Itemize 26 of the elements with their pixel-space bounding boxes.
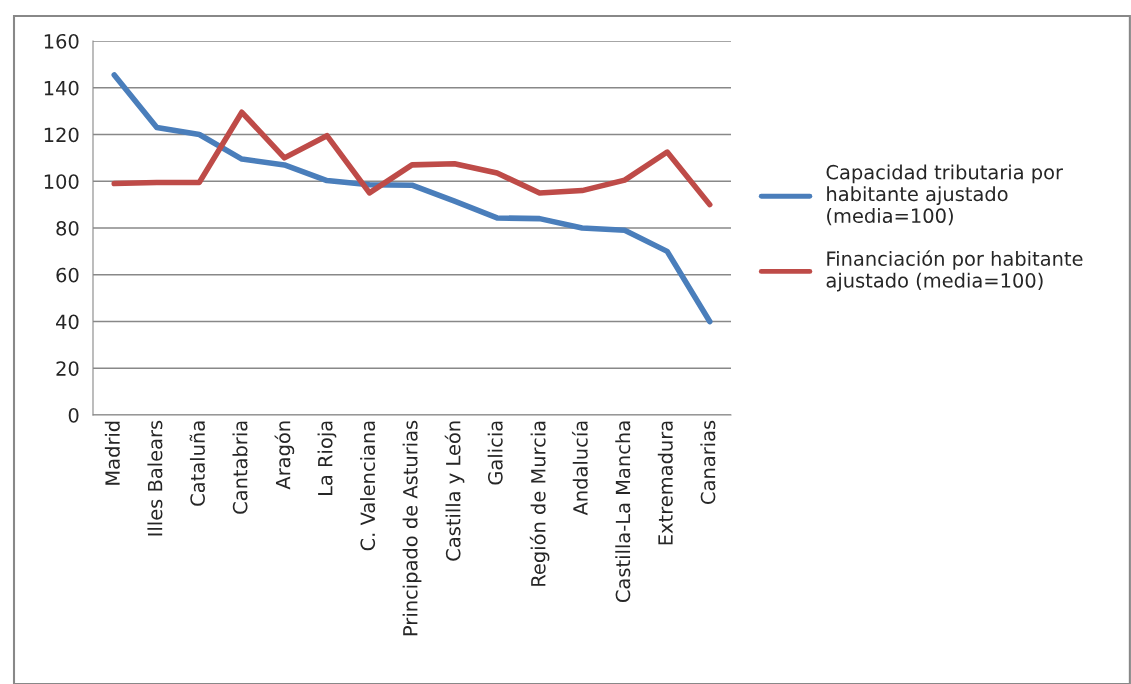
y-tick-label: 60 (56, 267, 79, 283)
x-tick-label: C. Valenciana (360, 421, 376, 551)
x-tick-label: Cataluña (189, 421, 205, 506)
y-tick-label: 100 (44, 174, 79, 189)
x-tick-label: Castilla-La Mancha (615, 421, 631, 603)
x-tick-label: Madrid (104, 421, 120, 485)
x-tick-label: Castilla y León (444, 421, 465, 561)
y-tick-label: 140 (44, 80, 79, 96)
y-tick-label: 40 (56, 314, 79, 330)
x-tick-label: Aragón (274, 421, 295, 490)
x-tick-label: La Rioja (317, 421, 337, 496)
x-tick-label: Principado de Asturias (402, 420, 422, 636)
x-tick-label: Andalucía (571, 421, 588, 516)
y-tick-label: 160 (44, 33, 79, 49)
x-tick-label: Illes Balears (147, 420, 163, 536)
x-tick-label: Canarias (700, 420, 716, 504)
x-tick-label: Región de Murcia (529, 421, 550, 586)
x-tick-label: Cantabria (232, 421, 248, 514)
legend-label: Capacidad tributaria por habitante ajustado (media=100) (826, 164, 1063, 226)
x-tick-label: Galicia (487, 421, 503, 485)
y-tick-label: 0 (68, 407, 79, 423)
x-tick-label: Extremadura (657, 421, 673, 545)
y-tick-label: 20 (56, 361, 79, 376)
legend-label: Financiación por habitante ajustado (media=100) (826, 250, 1083, 292)
y-tick-label: 120 (44, 127, 79, 143)
y-tick-label: 80 (56, 220, 79, 236)
